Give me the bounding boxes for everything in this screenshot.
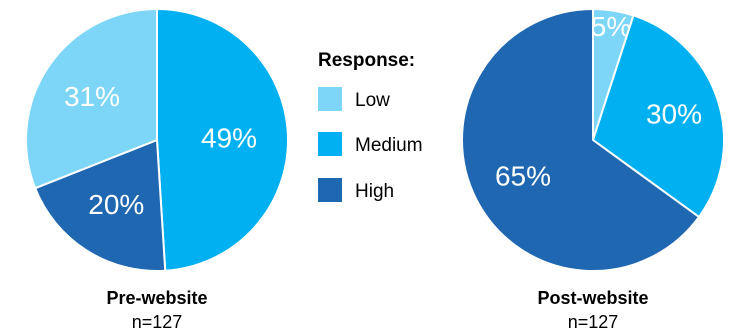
legend-title: Response: <box>318 50 415 71</box>
pie-slice-high <box>461 7 701 272</box>
pre-website-title: Pre-website <box>106 288 207 308</box>
pie-slice-medium <box>156 7 290 272</box>
legend-label-medium: Medium <box>355 135 423 156</box>
pie-slice-label-low: 31% <box>64 81 120 112</box>
pie-slice-low <box>25 7 158 190</box>
legend-swatch-medium <box>318 132 342 156</box>
legend-label-high: High <box>355 181 394 202</box>
pre-website-pie: 49% 20% 31% <box>25 7 290 272</box>
post-website-pie: 5% 30% 65% <box>461 7 725 272</box>
pie-slice-label-high: 65% <box>495 161 551 192</box>
pie-slice-medium <box>591 14 725 219</box>
pie-slice-high <box>33 138 167 272</box>
post-website-n: n=127 <box>568 312 619 332</box>
pie-slice-label-medium: 49% <box>201 123 257 154</box>
legend: Response: Low Medium High <box>318 50 423 202</box>
post-website-title: Post-website <box>537 288 648 308</box>
legend-swatch-high <box>318 178 342 202</box>
pie-slice-label-low: 5% <box>591 11 631 42</box>
pie-slice-label-high: 20% <box>88 189 144 220</box>
pie-slice-label-medium: 30% <box>646 99 702 130</box>
legend-swatch-low <box>318 87 342 111</box>
legend-label-low: Low <box>355 90 390 111</box>
pre-website-n: n=127 <box>132 312 183 332</box>
